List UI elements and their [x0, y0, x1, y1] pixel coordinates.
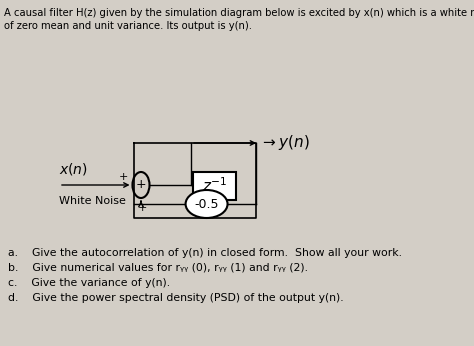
Text: +: + [138, 203, 147, 213]
Text: c.    Give the variance of y(n).: c. Give the variance of y(n). [8, 278, 170, 288]
Text: +: + [136, 177, 146, 191]
Text: of zero mean and unit variance. Its output is y(n).: of zero mean and unit variance. Its outp… [4, 21, 252, 31]
Text: $\rightarrow y(n)$: $\rightarrow y(n)$ [260, 133, 310, 152]
Text: d.    Give the power spectral density (PSD) of the output y(n).: d. Give the power spectral density (PSD)… [8, 293, 344, 303]
FancyBboxPatch shape [193, 172, 236, 200]
Text: +: + [119, 172, 128, 182]
Text: b.    Give numerical values for rᵧᵧ (0), rᵧᵧ (1) and rᵧᵧ (2).: b. Give numerical values for rᵧᵧ (0), rᵧ… [8, 263, 308, 273]
Text: a.    Give the autocorrelation of y(n) in closed form.  Show all your work.: a. Give the autocorrelation of y(n) in c… [8, 248, 402, 258]
Ellipse shape [186, 190, 228, 218]
Text: A causal filter H(z) given by the simulation diagram below is excited by x(n) wh: A causal filter H(z) given by the simula… [4, 8, 474, 18]
Text: $x(n)$: $x(n)$ [59, 161, 88, 177]
Text: -0.5: -0.5 [194, 198, 219, 210]
Text: White Noise: White Noise [59, 196, 126, 206]
Text: $z^{-1}$: $z^{-1}$ [202, 177, 228, 195]
